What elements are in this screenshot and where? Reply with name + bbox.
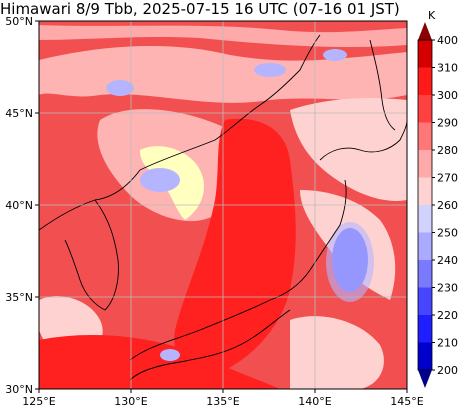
map-title: Himawari 8/9 Tbb, 2025-07-15 16 UTC (07-… [0,0,400,18]
colorbar-tick-label: 400 [437,34,458,47]
colorbar-segment [418,232,432,260]
colorbar-segment [418,40,432,68]
cold-cloud-north-3 [323,49,347,61]
coast-hokkaido [319,119,407,161]
cold-cloud-sw [160,349,180,361]
lat-tick-label: 50°N [5,15,33,28]
hot-core-south [39,335,280,389]
lon-tick-label: 145°E [390,395,423,408]
colorbar-tick-label: 200 [437,364,458,377]
colorbar-segment [418,95,432,123]
colorbar-tick-label: 220 [437,309,458,322]
cold-cloud-north-1 [106,80,134,96]
colorbar-tick-label: 210 [437,337,458,350]
lat-tick-label: 35°N [5,291,33,304]
colorbar-unit: K [428,9,436,22]
colorbar-tick-label: 270 [437,172,458,185]
lon-tick-label: 125°E [22,395,55,408]
coast-korea [64,199,119,311]
colorbar-tick-label: 310 [437,62,458,75]
lat-tick-label: 45°N [5,107,33,120]
colorbar-segment [418,260,432,288]
colorbar-tick-label: 280 [437,144,458,157]
colorbar-extend-min [418,370,432,388]
colorbar-tick-label: 240 [437,254,458,267]
cold-cloud-north-2 [254,63,286,77]
colorbar-tick-label: 230 [437,282,458,295]
gridlines [39,21,407,389]
coast-japan-honshu [129,179,347,361]
hot-core-central [174,118,296,376]
lon-axis: 125°E 130°E 135°E 140°E 145°E [22,389,424,408]
colorbar-segment [418,205,432,233]
cold-cloud-japan-halo [326,222,374,302]
colorbar-segment [418,315,432,343]
colorbar-tick-label: 300 [437,89,458,102]
coastlines [39,34,407,381]
colorbar-tick-label: 290 [437,117,458,130]
light-pink-northeast [290,98,407,201]
light-pink-east-sea [290,316,384,389]
lat-tick-label: 30°N [5,383,33,396]
colorbar-extend-max [418,22,432,40]
colorbar-segment [418,67,432,95]
coast-sakhalin [369,39,396,131]
colorbar-segment [418,177,432,205]
lat-tick-label: 40°N [5,199,33,212]
colorbar-segment [418,150,432,178]
colorbar-tick-label: 250 [437,227,458,240]
cold-cloud-swirl [140,168,180,192]
colorbar: K 200 210 220 230 240 250 260 270 280 290 300 310 400 [417,9,458,388]
lon-tick-label: 135°E [206,395,239,408]
brightness-temperature-field [39,21,407,389]
colorbar-segment [418,122,432,150]
colorbar-tick-label: 260 [437,199,458,212]
colorbar-segment [418,287,432,315]
lon-tick-label: 140°E [298,395,331,408]
lat-axis: 30°N 35°N 40°N 45°N 50°N [5,15,39,396]
lon-tick-label: 130°E [114,395,147,408]
coast-japan-south [129,309,291,381]
colorbar-segment [418,342,432,370]
